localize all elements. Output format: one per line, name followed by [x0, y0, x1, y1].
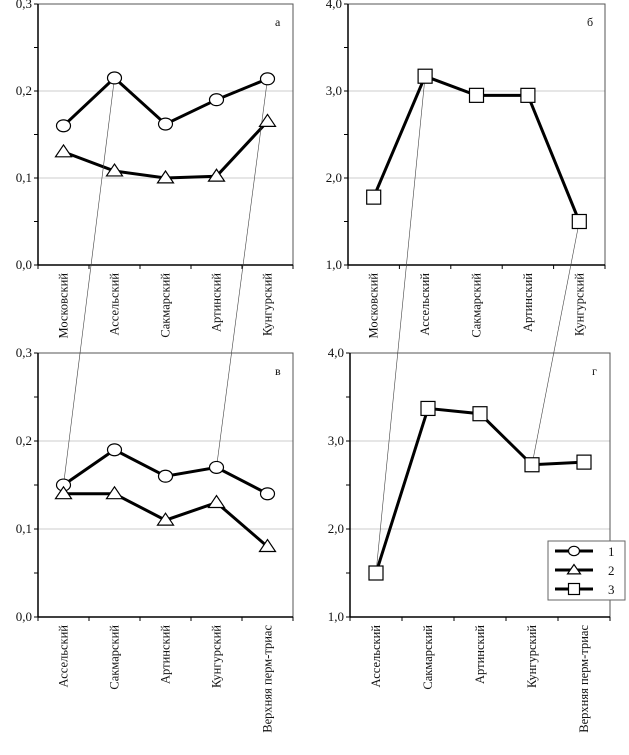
x-tick-label: Артинский: [159, 625, 173, 684]
panel-label: в: [275, 364, 281, 378]
markers-а: [54, 71, 277, 184]
data-point-square: [420, 400, 436, 417]
data-point-circle: [259, 72, 276, 86]
data-point-square: [472, 406, 488, 422]
legend-marker-circle: [567, 545, 581, 557]
x-tick-label: Верхняя перм-триас: [577, 625, 591, 733]
y-tick-label: 0,2: [16, 433, 32, 448]
x-tick-label: Ассельский: [57, 625, 71, 688]
panel-а: 0,0 0,1 0,2 0,3 Московский Ассельский Сакмарск…: [16, 0, 294, 339]
data-point-square: [520, 87, 536, 103]
x-tick-label: Кунгурский: [525, 625, 539, 688]
data-point-square: [417, 68, 433, 84]
data-point-circle: [106, 443, 123, 457]
x-tick-label: Ассельский: [418, 273, 432, 336]
data-point-circle: [259, 487, 276, 501]
x-tick-label: Артинский: [473, 625, 487, 684]
panel-label: б: [587, 15, 593, 29]
x-tick-label: Кунгурский: [210, 625, 224, 688]
y-tick-label: 0,0: [16, 609, 32, 624]
y-tick-label: 4,0: [328, 345, 344, 360]
connector-lines: [63, 76, 580, 574]
data-point-triangle: [156, 169, 175, 184]
y-tick-label: 1,0: [326, 257, 342, 272]
x-tick-label: Сакмарский: [159, 273, 173, 338]
y-tick-label: 0,0: [16, 257, 32, 272]
markers-в: [54, 443, 277, 553]
x-tick-label: Ассельский: [369, 625, 383, 688]
data-point-triangle: [54, 485, 73, 500]
y-tick-label: 0,3: [16, 0, 32, 11]
data-point-square: [368, 565, 384, 581]
y-tick-label: 2,0: [328, 521, 344, 536]
y-tick-label: 0,2: [16, 83, 32, 98]
data-point-circle: [208, 460, 225, 474]
y-tick-label: 2,0: [326, 170, 342, 185]
x-tick-label: Артинский: [210, 273, 224, 332]
x-tick-label: Верхняя перм-триас: [261, 625, 275, 733]
panel-в: 0,0 0,1 0,2 0,3 Ассельский Сакмарский Артински…: [16, 345, 294, 733]
y-tick-label: 0,1: [16, 521, 32, 536]
data-point-triangle: [54, 143, 73, 158]
connector-line: [375, 76, 426, 574]
data-point-square: [576, 454, 592, 470]
data-point-triangle: [207, 168, 226, 182]
panel-label: г: [592, 364, 597, 378]
data-point-triangle: [207, 494, 226, 509]
connector-line: [216, 78, 268, 468]
data-point-circle: [157, 469, 174, 483]
x-tick-label: Сакмарский: [470, 273, 484, 338]
data-point-circle: [208, 93, 225, 107]
x-tick-label: Московский: [57, 273, 71, 339]
markers-г: [368, 400, 592, 581]
plot-frame: [37, 352, 294, 618]
legend-label: 3: [608, 582, 615, 597]
y-tick-label: 3,0: [328, 433, 344, 448]
connector-line: [63, 77, 115, 486]
connector-line: [531, 221, 580, 465]
y-tick-label: 1,0: [328, 609, 344, 624]
legend-marker-triangle: [566, 563, 582, 575]
y-tick-label: 0,3: [16, 345, 32, 360]
plot-frame: [347, 3, 606, 266]
y-tick-label: 3,0: [326, 83, 342, 98]
y-tick-label: 0,1: [16, 170, 32, 185]
legend-label: 2: [608, 563, 615, 578]
data-point-triangle: [258, 538, 277, 553]
panel-г: 1,0 2,0 3,0 4,0 Ассельский Сакмарский Артински…: [328, 345, 611, 733]
markers-б: [366, 68, 587, 230]
x-tick-label: Кунгурский: [261, 273, 275, 336]
x-tick-label: Сакмарский: [421, 625, 435, 690]
data-point-circle: [157, 117, 174, 131]
x-tick-label: Сакмарский: [108, 625, 122, 690]
legend-label: 1: [608, 544, 615, 559]
data-point-triangle: [105, 485, 124, 500]
x-tick-label: Кунгурский: [572, 273, 586, 336]
data-point-square: [468, 87, 485, 103]
y-tick-label: 4,0: [326, 0, 342, 11]
x-tick-label: Ассельский: [108, 273, 122, 336]
data-point-circle: [106, 71, 123, 85]
data-point-circle: [55, 119, 72, 133]
data-point-triangle: [156, 512, 175, 526]
panel-label: а: [275, 15, 281, 29]
x-tick-label: Московский: [367, 273, 381, 339]
data-point-triangle: [105, 162, 124, 177]
data-point-square: [366, 189, 382, 205]
legend: 1 2 3: [547, 540, 626, 601]
data-point-square: [524, 457, 540, 473]
data-point-square: [571, 213, 587, 230]
data-point-triangle: [258, 113, 277, 127]
panel-б: 1,0 2,0 3,0 4,0 Московский Ассельский Сакмарск…: [326, 0, 606, 339]
x-tick-label: Артинский: [521, 273, 535, 332]
legend-marker-square: [567, 582, 581, 596]
